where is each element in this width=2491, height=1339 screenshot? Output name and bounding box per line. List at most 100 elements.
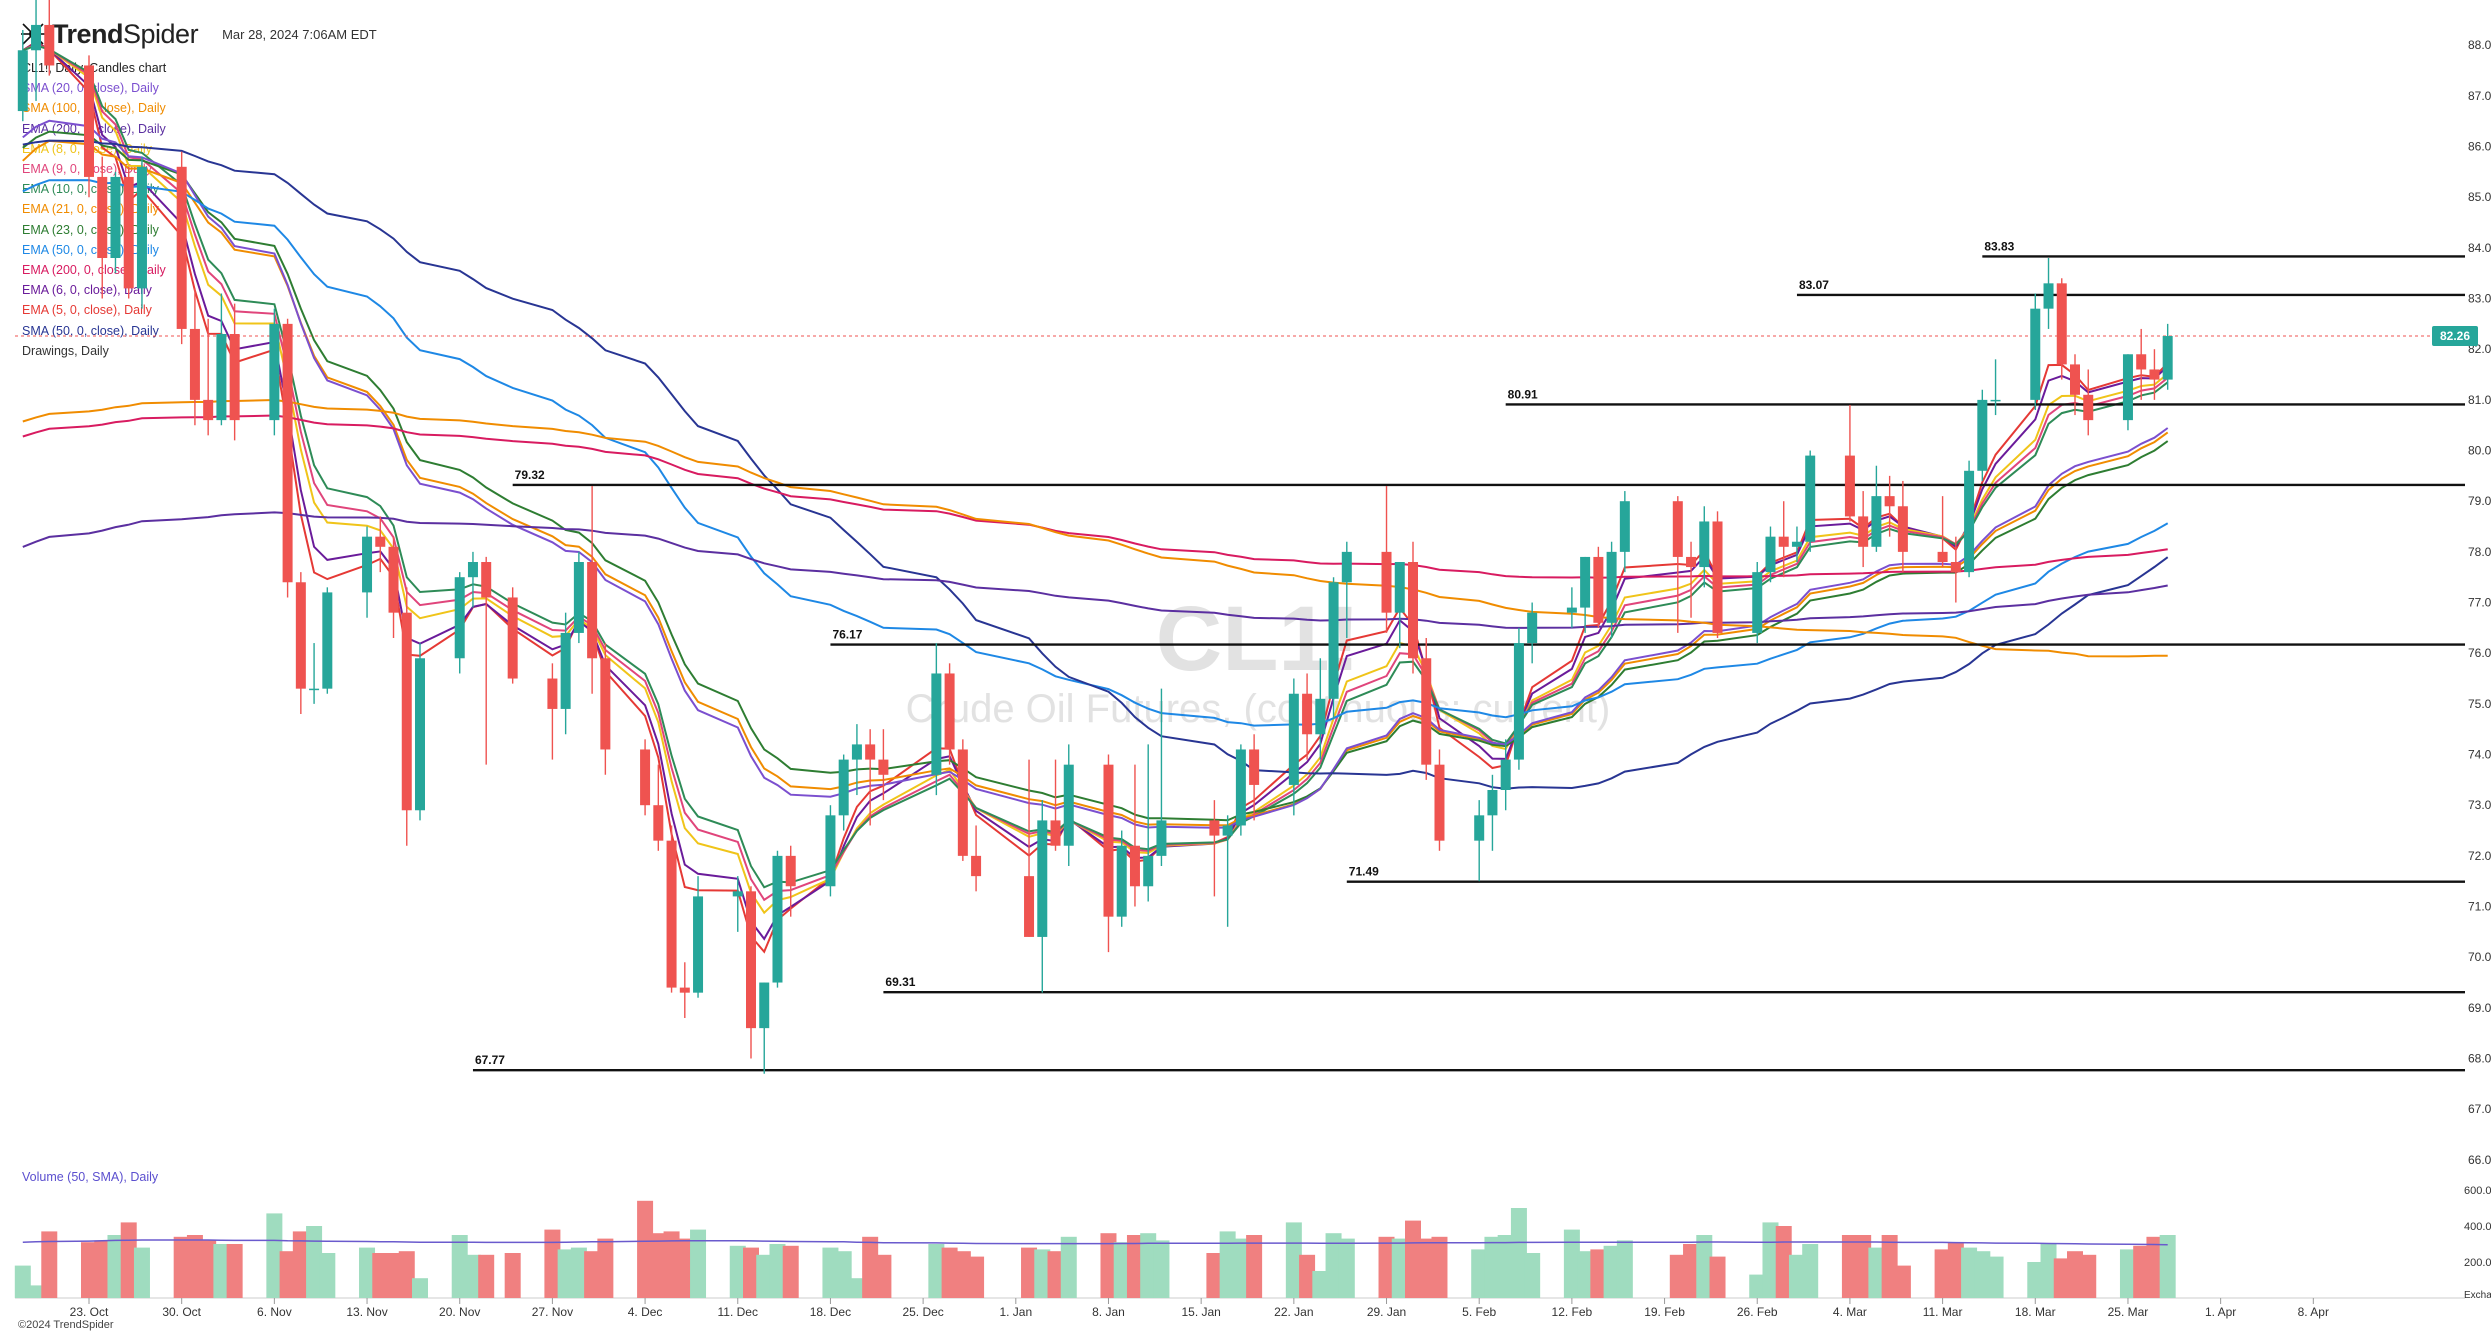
candle-body	[282, 323, 293, 583]
volume-bar	[173, 1236, 190, 1298]
volume-bar	[372, 1253, 389, 1298]
candle-body	[1129, 845, 1140, 887]
candle-body	[17, 50, 28, 112]
x-tick-label: 12. Feb	[1552, 1305, 1593, 1319]
volume-bar	[1974, 1251, 1991, 1298]
y-tick-label: 84.00	[2468, 241, 2491, 255]
volume-bar	[1855, 1235, 1872, 1298]
x-tick-label: 4. Dec	[628, 1305, 663, 1319]
volume-bar	[1126, 1235, 1143, 1298]
candle-body	[388, 546, 399, 613]
volume-bar	[14, 1265, 31, 1298]
volume-bar	[2040, 1244, 2057, 1298]
volume-bar	[1961, 1247, 1978, 1298]
candle-body	[865, 744, 876, 760]
copyright: ©2024 TrendSpider	[18, 1319, 114, 1331]
volume-bar	[1894, 1265, 1911, 1298]
legend-item[interactable]: EMA (6, 0, close), Daily	[22, 283, 152, 298]
volume-bar	[2159, 1235, 2176, 1298]
volume-bar	[41, 1231, 58, 1298]
x-tick-label: 18. Mar	[2015, 1305, 2056, 1319]
candle-body	[1752, 572, 1763, 633]
volume-bar	[1616, 1240, 1633, 1298]
volume-bar	[1669, 1254, 1686, 1298]
volume-bar	[544, 1229, 561, 1298]
ema-23-line	[22, 130, 2169, 822]
candle-body	[229, 334, 240, 421]
volume-bar	[412, 1278, 428, 1298]
volume-bar	[2146, 1236, 2163, 1298]
volume-bar	[1577, 1251, 1594, 1298]
candle-body	[931, 673, 942, 775]
candle-body	[666, 840, 677, 988]
candle-body	[1791, 541, 1802, 547]
legend-item[interactable]: CL1!, Daily, Candles chart	[22, 61, 167, 75]
volume-bar	[81, 1242, 97, 1298]
x-tick-label: 8. Jan	[1092, 1305, 1125, 1319]
y-tick-label: 70.00	[2468, 950, 2491, 964]
candle-body	[1302, 693, 1313, 735]
candle-body	[1937, 551, 1948, 562]
y-tick-label: 88.00	[2468, 38, 2491, 52]
volume-bar	[1047, 1251, 1064, 1298]
volume-bar	[319, 1253, 336, 1298]
candle-body	[1487, 790, 1498, 816]
volume-bar	[1802, 1244, 1819, 1298]
volume-bar	[398, 1251, 415, 1298]
volume-bar	[385, 1253, 402, 1298]
volume-bar	[769, 1244, 786, 1298]
volume-bar	[120, 1222, 137, 1298]
volume-bar	[359, 1247, 376, 1298]
sma-100-line	[22, 398, 2168, 658]
candle-body	[1990, 399, 2001, 402]
volume-pane-label: Volume (50, SMA), Daily	[22, 1170, 159, 1184]
trendspider-logo[interactable]: TrendSpider	[20, 19, 199, 50]
candle-body	[1143, 855, 1154, 887]
volume-bar	[743, 1247, 759, 1298]
volume-bar	[1418, 1238, 1435, 1298]
candle-body	[507, 597, 518, 679]
level-label: 83.83	[1984, 239, 2014, 253]
x-tick-label: 20. Nov	[439, 1305, 480, 1319]
candle-body	[1209, 820, 1220, 836]
candle-body	[1328, 582, 1339, 699]
x-tick-label: 25. Mar	[2108, 1305, 2149, 1319]
candle-body	[176, 166, 187, 329]
volume-bar	[597, 1238, 614, 1298]
legend-item[interactable]: SMA (50, 0, close), Daily	[22, 323, 159, 338]
y-tick-label: 73.00	[2468, 798, 2491, 812]
volume-bar	[1060, 1236, 1077, 1298]
volume-bar	[1775, 1226, 1792, 1298]
volume-bar	[1987, 1256, 2004, 1298]
legend-item[interactable]: Drawings, Daily	[22, 343, 109, 358]
volume-bar	[1524, 1253, 1541, 1298]
y-tick-label: 85.00	[2468, 190, 2491, 204]
x-tick-label: 11. Dec	[718, 1305, 758, 1319]
volume-bar	[570, 1247, 587, 1298]
x-tick-label: 1. Apr	[2205, 1305, 2236, 1319]
legend-item[interactable]: EMA (5, 0, close), Daily	[22, 303, 152, 318]
x-tick-label: 15. Jan	[1181, 1305, 1220, 1319]
volume-bar	[28, 1285, 45, 1298]
volume-bar	[690, 1229, 707, 1298]
volume-bar	[1391, 1238, 1408, 1298]
level-label: 69.31	[885, 975, 915, 989]
ema-5-line	[22, 40, 2169, 954]
candle-body	[1527, 612, 1538, 644]
candle-body	[1619, 501, 1630, 552]
y-tick-label: 67.00	[2468, 1102, 2491, 1116]
x-tick-label: 26. Feb	[1737, 1305, 1778, 1319]
candle-body	[1235, 749, 1246, 826]
ema-50-line	[22, 179, 2169, 727]
volume-bar	[1246, 1235, 1263, 1298]
volume-bar	[1153, 1240, 1170, 1298]
volume-bar	[1219, 1231, 1236, 1298]
volume-bar	[1934, 1249, 1951, 1298]
volume-bar	[729, 1245, 746, 1298]
candle-body	[2083, 394, 2094, 421]
volume-bar	[2080, 1254, 2097, 1298]
candle-body	[1712, 521, 1723, 633]
candle-body	[1341, 551, 1352, 583]
volume-bar	[266, 1213, 283, 1298]
